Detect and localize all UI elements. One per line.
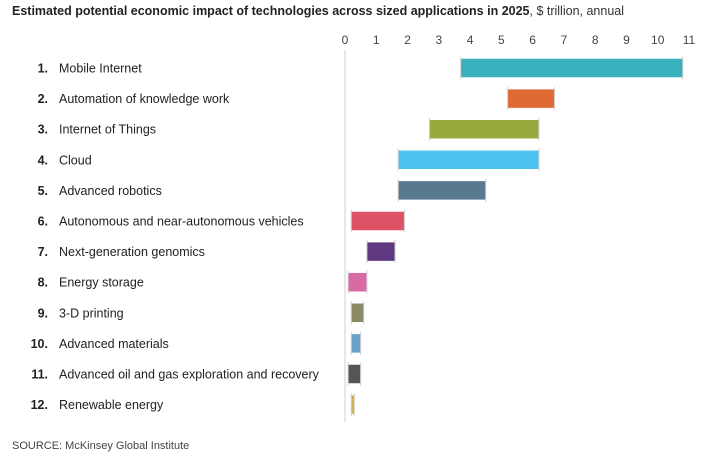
- row-rank-12: 12.: [31, 398, 48, 412]
- x-tick-label-5: 5: [498, 33, 505, 47]
- row-rank-6: 6.: [38, 215, 48, 229]
- x-tick-label-7: 7: [561, 33, 568, 47]
- row-rank-1: 1.: [38, 62, 48, 76]
- row-rank-3: 3.: [38, 123, 48, 137]
- chart-title-line: Estimated potential economic impact of t…: [12, 4, 624, 18]
- x-tick-label-11: 11: [683, 33, 696, 47]
- bar-5: [397, 180, 486, 201]
- row-rank-7: 7.: [38, 245, 48, 259]
- bar-2: [507, 88, 555, 109]
- row-label-6: Autonomous and near-autonomous vehicles: [59, 215, 304, 229]
- chart-title: Estimated potential economic impact of t…: [12, 4, 530, 18]
- source-note: SOURCE: McKinsey Global Institute: [12, 440, 190, 452]
- bar-8: [347, 272, 368, 292]
- row-label-12: Renewable energy: [59, 398, 164, 412]
- bar-10: [351, 333, 361, 354]
- row-label-7: Next-generation genomics: [59, 245, 205, 259]
- chart-subtitle: , $ trillion, annual: [529, 4, 625, 18]
- row-rank-2: 2.: [38, 92, 48, 106]
- bar-4: [397, 150, 540, 170]
- bar-1: [460, 58, 683, 78]
- row-label-3: Internet of Things: [59, 123, 156, 137]
- bar-6: [351, 211, 405, 231]
- row-rank-5: 5.: [38, 184, 48, 198]
- x-tick-label-4: 4: [467, 33, 474, 47]
- x-tick-label-2: 2: [404, 33, 411, 47]
- row-label-9: 3-D printing: [59, 306, 124, 320]
- row-label-8: Energy storage: [59, 276, 144, 290]
- bar-3: [429, 119, 540, 139]
- row-rank-9: 9.: [38, 306, 48, 320]
- x-tick-label-6: 6: [529, 33, 536, 47]
- row-label-10: Advanced materials: [59, 337, 169, 351]
- row-label-5: Advanced robotics: [59, 184, 162, 198]
- row-label-1: Mobile Internet: [59, 62, 142, 76]
- bar-9: [351, 303, 365, 323]
- row-rank-11: 11.: [31, 368, 48, 382]
- x-tick-label-10: 10: [651, 33, 665, 47]
- row-label-2: Automation of knowledge work: [59, 92, 230, 106]
- x-tick-label-9: 9: [623, 33, 630, 47]
- row-rank-8: 8.: [38, 276, 48, 290]
- bar-7: [366, 241, 396, 262]
- chart: 0 1 2 3 4 5 6 7 8 9 10 11 1. Mobile Internet 2. Automat…: [31, 33, 696, 422]
- x-tick-label-1: 1: [373, 33, 380, 47]
- bar-11: [347, 364, 361, 384]
- x-tick-label-0: 0: [342, 33, 349, 47]
- row-label-4: Cloud: [59, 153, 92, 167]
- x-tick-label-3: 3: [435, 33, 442, 47]
- row-rank-4: 4.: [38, 153, 48, 167]
- row-label-11: Advanced oil and gas exploration and rec…: [59, 368, 320, 382]
- x-tick-label-8: 8: [592, 33, 599, 47]
- row-rank-10: 10.: [31, 337, 48, 351]
